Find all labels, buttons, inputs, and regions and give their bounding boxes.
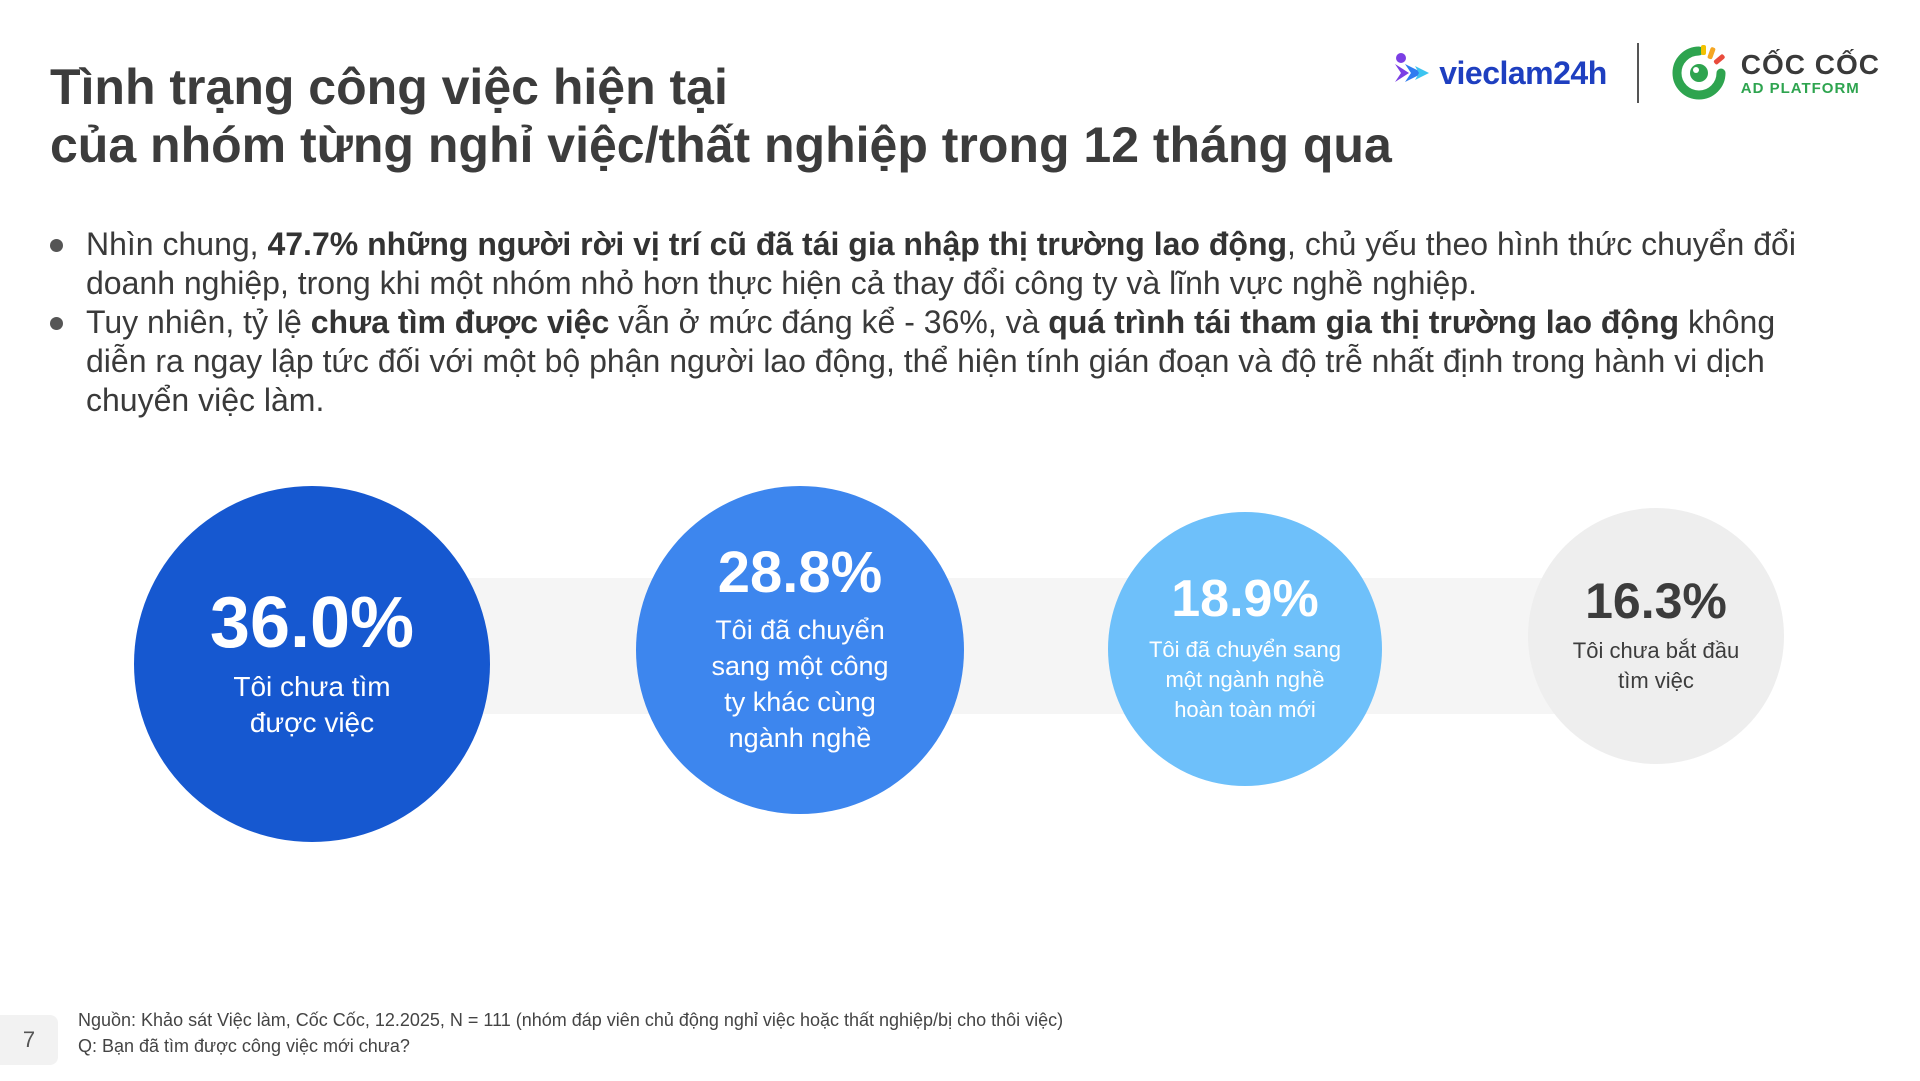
title-line-1: Tình trạng công việc hiện tại <box>50 59 728 115</box>
bubble-label-line: được việc <box>249 707 375 738</box>
bubble-label-line: ngành nghề <box>728 723 872 753</box>
vieclam24h-logo: vieclam24h <box>1389 50 1607 96</box>
coccoc-logo: CỐC CỐC AD PLATFORM <box>1669 43 1880 103</box>
logo-divider <box>1636 43 1639 103</box>
vieclam24h-mark-icon <box>1395 53 1430 82</box>
title-line-2: của nhóm từng nghỉ việc/thất nghiệp tron… <box>50 117 1392 173</box>
bubble-value-label: 36.0% <box>209 583 415 663</box>
bubble-label-line: ty khác cùng <box>724 687 876 717</box>
bullet-text: Nhìn chung, <box>86 226 268 262</box>
bubble-3: 18.9% Tôi đã chuyển sang một ngành nghề hoà… <box>1108 512 1382 786</box>
bubble-label-line: Tôi đã chuyển sang <box>1148 637 1342 662</box>
bubble-label-line: một ngành nghề <box>1165 667 1325 692</box>
question-text: Q: Bạn đã tìm được công việc mới chưa? <box>78 1036 410 1056</box>
bubble-label-line: hoàn toàn mới <box>1174 697 1316 722</box>
bubble-1: 36.0% Tôi chưa tìm được việc <box>134 486 490 842</box>
bubble-category-label: Tôi đã chuyển sang một ngành nghề hoàn toà… <box>1149 635 1341 725</box>
bubble-label-line: sang một công <box>711 651 889 681</box>
bullet-text: , chủ yếu theo hình thức chuyển đổi doan… <box>86 226 1796 301</box>
coccoc-mark-icon <box>1672 45 1726 100</box>
page-number: 7 <box>0 1015 58 1065</box>
bubble-label-line: Tôi chưa tìm <box>233 671 391 702</box>
bubble-value-label: 28.8% <box>717 540 883 605</box>
slide-title: Tình trạng công việc hiện tại của nhóm t… <box>50 58 1392 174</box>
logo-bar: vieclam24h CỐC CỐC AD PLATFORM <box>1389 38 1880 108</box>
bubble-label-line: Tôi đã chuyển <box>715 615 885 645</box>
bullet-text: không diễn ra ngay lập tức đối với một b… <box>86 304 1776 418</box>
bullet-item: Tuy nhiên, tỷ lệ chưa tìm được việc vẫn … <box>50 303 1810 420</box>
bubble-category-label: Tôi chưa tìm được việc <box>233 669 390 741</box>
bubble-label-line: tìm việc <box>1618 668 1694 693</box>
bullet-item: Nhìn chung, 47.7% những người rời vị trí… <box>50 225 1810 303</box>
bubble-category-label: Tôi đã chuyển sang một công ty khác cùng ng… <box>711 612 888 756</box>
bullet-text: Tuy nhiên, tỷ lệ <box>86 304 311 340</box>
bubble-value-label: 18.9% <box>1171 570 1319 628</box>
bullet-text: vẫn ở mức đáng kể - 36%, và <box>609 304 1049 340</box>
coccoc-wordmark: CỐC CỐC <box>1740 48 1880 80</box>
bullet-highlight: chưa tìm được việc <box>310 304 610 340</box>
bullet-highlight: quá trình tái tham gia thị trường lao độ… <box>1048 304 1680 340</box>
bubble-category-label: Tôi chưa bắt đầu tìm việc <box>1573 636 1739 696</box>
bubble-value-label: 16.3% <box>1585 573 1727 629</box>
insight-bullets: Nhìn chung, 47.7% những người rời vị trí… <box>50 225 1810 420</box>
vieclam24h-wordmark: vieclam24h <box>1439 54 1607 91</box>
bullet-dot-icon <box>50 239 63 252</box>
source-note: Nguồn: Khảo sát Việc làm, Cốc Cốc, 12.20… <box>78 1007 1063 1059</box>
bullet-highlight: 47.7% những người rời vị trí cũ đã tái g… <box>267 226 1288 262</box>
bubble-label-line: Tôi chưa bắt đầu <box>1572 638 1740 663</box>
bubble-2: 28.8% Tôi đã chuyển sang một công ty khác c… <box>636 486 964 814</box>
bullet-dot-icon <box>50 317 63 330</box>
bubble-chart: 36.0% Tôi chưa tìm được việc 28.8% Tôi đã ch… <box>0 470 1920 842</box>
coccoc-subtitle: AD PLATFORM <box>1740 79 1860 97</box>
footer: 7 Nguồn: Khảo sát Việc làm, Cốc Cốc, 12.… <box>0 1010 1920 1081</box>
bubble-4: 16.3% Tôi chưa bắt đầu tìm việc <box>1528 508 1784 764</box>
source-text: Nguồn: Khảo sát Việc làm, Cốc Cốc, 12.20… <box>78 1010 1064 1030</box>
